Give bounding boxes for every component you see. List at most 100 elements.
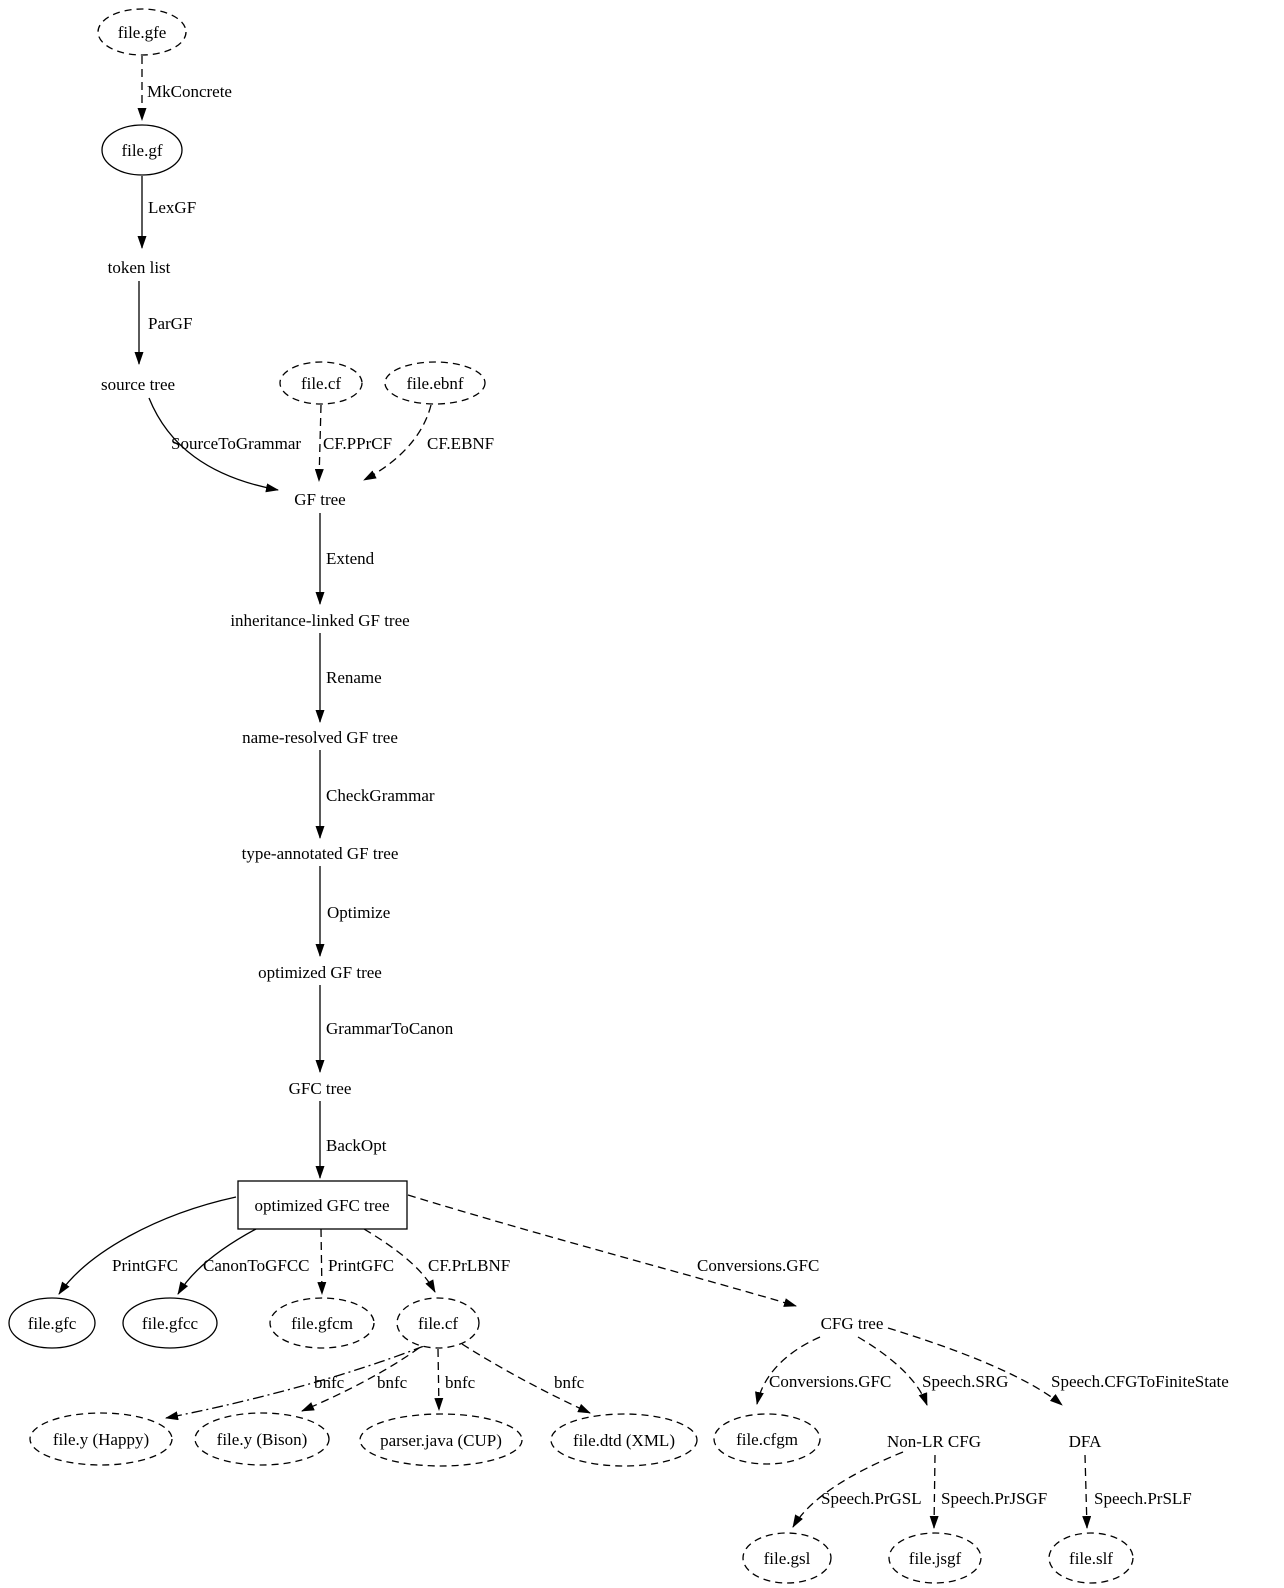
edge-label: Speech.CFGToFiniteState <box>1051 1372 1229 1391</box>
edge-speech-prgsl: Speech.PrGSL <box>792 1451 922 1528</box>
edge-backopt: BackOpt <box>315 1101 387 1179</box>
node-label: source tree <box>101 375 175 394</box>
node-optimized-gfc-tree: optimized GFC tree <box>237 1180 408 1230</box>
node-label: file.cf <box>301 374 341 393</box>
edge-bnfc-bison: bnfc <box>301 1347 420 1412</box>
node-file-slf: file.slf <box>1048 1532 1134 1584</box>
node-file-cfgm: file.cfgm <box>713 1413 821 1465</box>
node-label: file.gfcc <box>142 1314 199 1333</box>
node-label: file.gfc <box>28 1314 77 1333</box>
node-label: file.ebnf <box>406 374 463 393</box>
node-file-cf-input: file.cf <box>279 361 363 405</box>
node-file-gfcm: file.gfcm <box>269 1297 375 1349</box>
node-label: file.y (Bison) <box>217 1430 308 1449</box>
edge-label: Conversions.GFC <box>697 1256 819 1275</box>
edge-label: Speech.PrGSL <box>821 1489 922 1508</box>
edge-printgfc-gfcm: PrintGFC <box>317 1228 394 1295</box>
edge-label: CanonToGFCC <box>203 1256 310 1275</box>
edge-label: GrammarToCanon <box>326 1019 454 1038</box>
edge-grammartocanon: GrammarToCanon <box>315 985 454 1073</box>
edge-label: CF.EBNF <box>427 434 494 453</box>
edge-bnfc-happy: bnfc <box>165 1345 425 1421</box>
node-label: inheritance-linked GF tree <box>230 611 409 630</box>
node-label: file.gfcm <box>291 1314 353 1333</box>
node-label: file.cf <box>418 1314 458 1333</box>
edge-label: bnfc <box>554 1373 585 1392</box>
edge-pargf: ParGF <box>134 281 192 365</box>
edge-conversions-gfc-cfgm: Conversions.GFC <box>755 1336 891 1405</box>
node-name-resolved-gf-tree: name-resolved GF tree <box>242 728 398 747</box>
node-file-y-happy: file.y (Happy) <box>29 1412 173 1466</box>
node-source-tree: source tree <box>101 375 175 394</box>
node-dfa: DFA <box>1069 1432 1102 1451</box>
edge-bnfc-dtd: bnfc <box>461 1343 591 1414</box>
node-file-cf-output: file.cf <box>396 1297 480 1349</box>
node-label: optimized GF tree <box>258 963 382 982</box>
node-parser-java-cup: parser.java (CUP) <box>359 1413 523 1467</box>
node-file-jsgf: file.jsgf <box>888 1532 982 1584</box>
node-label: CFG tree <box>821 1314 884 1333</box>
node-label: optimized GFC tree <box>254 1196 389 1215</box>
node-label: file.slf <box>1069 1549 1113 1568</box>
node-file-gfc: file.gfc <box>8 1297 96 1349</box>
node-gf-tree: GF tree <box>294 490 345 509</box>
node-label: name-resolved GF tree <box>242 728 398 747</box>
edge-label: BackOpt <box>326 1136 387 1155</box>
node-token-list: token list <box>108 258 171 277</box>
node-label: Non-LR CFG <box>887 1432 981 1451</box>
edge-speech-srg: Speech.SRG <box>857 1336 1008 1406</box>
node-label: file.cfgm <box>736 1430 798 1449</box>
edge-speech-cfgtofinitestate: Speech.CFGToFiniteState <box>887 1327 1229 1406</box>
edge-rename: Rename <box>315 633 382 723</box>
node-file-ebnf: file.ebnf <box>384 361 486 405</box>
node-gfc-tree: GFC tree <box>289 1079 352 1098</box>
edge-bnfc-cup: bnfc <box>434 1348 476 1411</box>
node-label: file.y (Happy) <box>53 1430 149 1449</box>
edge-speech-prjsgf: Speech.PrJSGF <box>929 1454 1047 1529</box>
node-non-lr-cfg: Non-LR CFG <box>887 1432 981 1451</box>
node-cfg-tree: CFG tree <box>821 1314 884 1333</box>
edge-label: CF.PrLBNF <box>428 1256 510 1275</box>
node-label: file.dtd (XML) <box>573 1431 675 1450</box>
edge-label: ParGF <box>148 314 192 333</box>
edge-label: Optimize <box>327 903 390 922</box>
edge-label: Rename <box>326 668 382 687</box>
edge-optimize: Optimize <box>315 866 390 957</box>
node-label: file.gf <box>121 141 162 160</box>
edge-label: PrintGFC <box>328 1256 394 1275</box>
node-file-gfe: file.gfe <box>97 8 187 56</box>
edge-printgfc-gfc: PrintGFC <box>58 1196 237 1295</box>
node-label: token list <box>108 258 171 277</box>
edge-label: Speech.SRG <box>922 1372 1008 1391</box>
edge-extend: Extend <box>315 513 375 605</box>
edge-canontogfcc: CanonToGFCC <box>177 1228 310 1295</box>
edge-cf-prlbnf: CF.PrLBNF <box>363 1228 510 1293</box>
edge-label: bnfc <box>445 1373 476 1392</box>
edge-label: bnfc <box>377 1373 408 1392</box>
edge-label: Speech.PrJSGF <box>941 1489 1047 1508</box>
edge-label: MkConcrete <box>147 82 232 101</box>
node-file-gsl: file.gsl <box>742 1532 832 1584</box>
node-file-gf: file.gf <box>101 124 183 176</box>
edge-speech-prslf: Speech.PrSLF <box>1082 1454 1192 1529</box>
node-label: file.gfe <box>118 23 167 42</box>
node-label: type-annotated GF tree <box>242 844 399 863</box>
edge-mkconcrete: MkConcrete <box>137 56 232 121</box>
edge-sourcetogrammar: SourceToGrammar <box>148 397 301 493</box>
edge-label: Conversions.GFC <box>769 1372 891 1391</box>
node-type-annotated-gf-tree: type-annotated GF tree <box>242 844 399 863</box>
node-inheritance-linked-gf-tree: inheritance-linked GF tree <box>230 611 409 630</box>
edge-label: SourceToGrammar <box>171 434 301 453</box>
edge-conversions-gfc-box: Conversions.GFC <box>407 1194 819 1307</box>
edge-label: bnfc <box>314 1373 345 1392</box>
edge-label: PrintGFC <box>112 1256 178 1275</box>
node-file-gfcc: file.gfcc <box>122 1297 218 1349</box>
edge-label: CF.PPrCF <box>323 434 392 453</box>
edge-lexgf: LexGF <box>137 176 196 249</box>
node-label: GF tree <box>294 490 345 509</box>
edge-label: Extend <box>326 549 375 568</box>
node-file-y-bison: file.y (Bison) <box>194 1412 330 1466</box>
node-label: file.gsl <box>764 1549 811 1568</box>
